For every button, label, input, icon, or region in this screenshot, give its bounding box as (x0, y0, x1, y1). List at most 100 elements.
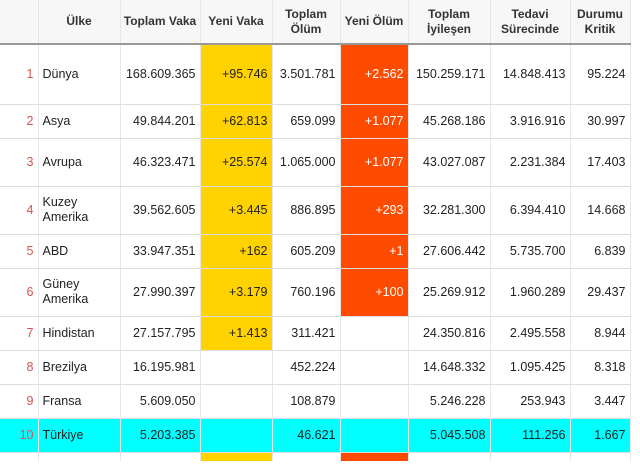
row-new-deaths: +2.562 (340, 44, 409, 105)
row-country: Avrupa (38, 138, 121, 187)
row-critical: 6.839 (570, 234, 631, 269)
row-country: Fransa (38, 384, 121, 419)
row-total-cases: 16.195.981 (120, 350, 201, 385)
table-row: 4 Kuzey Amerika 39.562.605 +3.445 886.89… (0, 186, 631, 235)
partial-cell-new-deaths (340, 452, 409, 461)
row-country: Güney Amerika (38, 268, 121, 317)
header-new-cases[interactable]: Yeni Vaka (200, 0, 273, 45)
row-new-cases: +62.813 (200, 104, 273, 139)
table-row: 2 Asya 49.844.201 +62.813 659.099 +1.077… (0, 104, 631, 139)
row-total-deaths: 108.879 (272, 384, 341, 419)
partial-cell-new-cases (200, 452, 273, 461)
header-total-deaths[interactable]: Toplam Ölüm (272, 0, 341, 45)
row-total-recovered: 5.246.228 (408, 384, 491, 419)
row-total-recovered: 5.045.508 (408, 418, 491, 453)
row-total-deaths: 886.895 (272, 186, 341, 235)
row-rank: 4 (0, 186, 39, 235)
row-critical: 30.997 (570, 104, 631, 139)
row-rank: 7 (0, 316, 39, 351)
row-total-recovered: 14.648.332 (408, 350, 491, 385)
row-total-deaths: 1.065.000 (272, 138, 341, 187)
header-active[interactable]: Tedavi Sürecinde (490, 0, 571, 45)
row-country: ABD (38, 234, 121, 269)
row-country: Hindistan (38, 316, 121, 351)
row-active: 3.916.916 (490, 104, 571, 139)
row-rank: 6 (0, 268, 39, 317)
table-row-partial (0, 452, 631, 461)
table-row: 7 Hindistan 27.157.795 +1.413 311.421 24… (0, 316, 631, 351)
row-active: 6.394.410 (490, 186, 571, 235)
row-new-cases (200, 418, 273, 453)
row-total-recovered: 27.606.442 (408, 234, 491, 269)
row-total-deaths: 3.501.781 (272, 44, 341, 105)
row-total-cases: 39.562.605 (120, 186, 201, 235)
row-active: 14.848.413 (490, 44, 571, 105)
row-country: Türkiye (38, 418, 121, 453)
row-new-cases (200, 350, 273, 385)
row-critical: 14.668 (570, 186, 631, 235)
row-rank: 5 (0, 234, 39, 269)
table-row-highlighted: 10 Türkiye 5.203.385 46.621 5.045.508 11… (0, 418, 631, 453)
row-new-deaths (340, 418, 409, 453)
row-rank: 3 (0, 138, 39, 187)
row-new-deaths: +293 (340, 186, 409, 235)
row-total-cases: 33.947.351 (120, 234, 201, 269)
row-rank: 9 (0, 384, 39, 419)
row-new-cases: +1.413 (200, 316, 273, 351)
row-new-cases: +3.445 (200, 186, 273, 235)
row-total-recovered: 25.269.912 (408, 268, 491, 317)
row-critical: 3.447 (570, 384, 631, 419)
header-country[interactable]: Ülke (38, 0, 121, 45)
partial-cell (120, 452, 201, 461)
header-row: Ülke Toplam Vaka Yeni Vaka Toplam Ölüm Y… (0, 0, 631, 45)
row-country: Brezilya (38, 350, 121, 385)
row-total-cases: 27.157.795 (120, 316, 201, 351)
row-total-recovered: 32.281.300 (408, 186, 491, 235)
row-total-cases: 27.990.397 (120, 268, 201, 317)
row-critical: 17.403 (570, 138, 631, 187)
row-rank: 8 (0, 350, 39, 385)
row-new-deaths: +100 (340, 268, 409, 317)
row-country: Dünya (38, 44, 121, 105)
partial-cell (38, 452, 121, 461)
table-row: 9 Fransa 5.609.050 108.879 5.246.228 253… (0, 384, 631, 419)
partial-cell (0, 452, 39, 461)
row-total-recovered: 43.027.087 (408, 138, 491, 187)
row-active: 2.231.384 (490, 138, 571, 187)
row-country: Kuzey Amerika (38, 186, 121, 235)
row-total-deaths: 311.421 (272, 316, 341, 351)
row-total-deaths: 452.224 (272, 350, 341, 385)
partial-cell (272, 452, 341, 461)
row-rank: 1 (0, 44, 39, 105)
row-active: 111.256 (490, 418, 571, 453)
row-new-deaths: +1.077 (340, 138, 409, 187)
row-total-deaths: 605.209 (272, 234, 341, 269)
row-active: 2.495.558 (490, 316, 571, 351)
row-critical: 8.944 (570, 316, 631, 351)
row-critical: 8.318 (570, 350, 631, 385)
row-total-cases: 5.609.050 (120, 384, 201, 419)
row-new-cases (200, 384, 273, 419)
row-rank: 2 (0, 104, 39, 139)
row-active: 1.960.289 (490, 268, 571, 317)
table-row: 8 Brezilya 16.195.981 452.224 14.648.332… (0, 350, 631, 385)
partial-cell (408, 452, 491, 461)
header-new-deaths[interactable]: Yeni Ölüm (340, 0, 409, 45)
header-critical[interactable]: Durumu Kritik (570, 0, 631, 45)
row-critical: 1.667 (570, 418, 631, 453)
row-active: 1.095.425 (490, 350, 571, 385)
header-total-cases[interactable]: Toplam Vaka (120, 0, 201, 45)
row-total-deaths: 46.621 (272, 418, 341, 453)
header-rank (0, 0, 39, 45)
partial-cell (570, 452, 631, 461)
row-total-recovered: 24.350.816 (408, 316, 491, 351)
row-total-recovered: 150.259.171 (408, 44, 491, 105)
row-country: Asya (38, 104, 121, 139)
row-critical: 29.437 (570, 268, 631, 317)
row-new-cases: +162 (200, 234, 273, 269)
row-rank: 10 (0, 418, 39, 453)
table-row: 1 Dünya 168.609.365 +95.746 3.501.781 +2… (0, 44, 631, 105)
row-new-deaths (340, 350, 409, 385)
covid-stats-table: Ülke Toplam Vaka Yeni Vaka Toplam Ölüm Y… (0, 0, 631, 461)
header-total-recovered[interactable]: Toplam İyileşen (408, 0, 491, 45)
